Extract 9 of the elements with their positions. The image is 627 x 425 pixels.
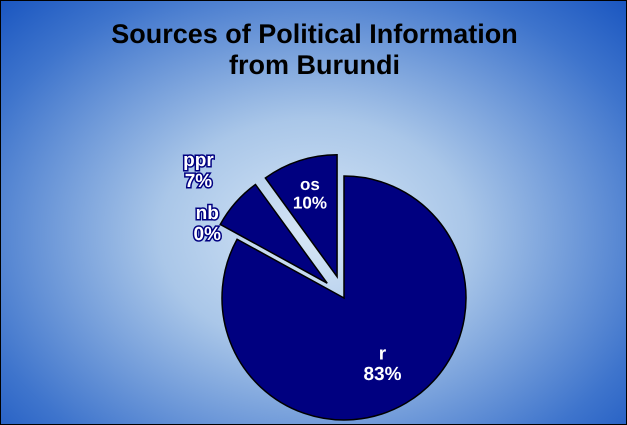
data-label: 7%	[184, 170, 212, 192]
text: 0%	[194, 224, 222, 245]
category-label: nb	[196, 203, 219, 224]
chart-title: Sources of Political Information from Burundi	[110, 19, 519, 81]
slice-label: ppr	[183, 150, 214, 171]
data-label: 83%	[363, 364, 402, 386]
slice-label: r	[378, 343, 387, 364]
slice-label: os	[300, 174, 320, 194]
data-label: 10%	[292, 193, 327, 212]
